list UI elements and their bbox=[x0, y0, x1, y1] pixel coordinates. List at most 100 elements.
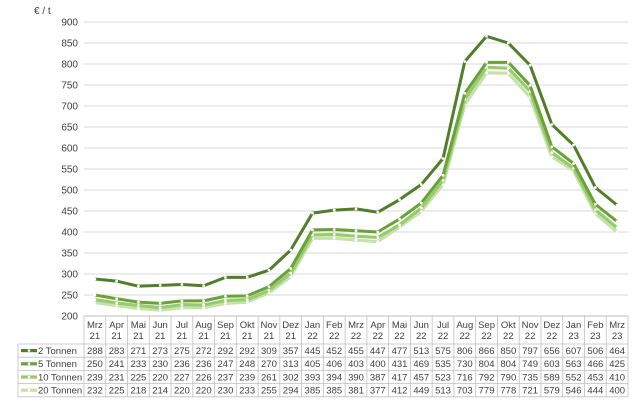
data-label: 513 bbox=[435, 386, 451, 397]
data-point bbox=[93, 301, 97, 304]
x-tick-label: 22 bbox=[438, 331, 449, 342]
data-label: 220 bbox=[196, 386, 212, 397]
data-label: 393 bbox=[305, 372, 321, 383]
legend-entry: 5 Tonnen bbox=[38, 359, 77, 370]
data-point bbox=[550, 151, 554, 155]
data-point bbox=[615, 203, 619, 207]
data-label: 230 bbox=[152, 359, 168, 370]
data-point bbox=[506, 41, 510, 45]
data-point bbox=[267, 288, 271, 292]
series-line bbox=[94, 34, 619, 288]
y-tick-label: 450 bbox=[61, 207, 78, 218]
data-point bbox=[485, 34, 488, 38]
data-label: 302 bbox=[283, 372, 299, 383]
x-tick-label: 21 bbox=[285, 331, 296, 342]
data-label: 247 bbox=[218, 359, 234, 370]
data-label: 575 bbox=[435, 346, 451, 357]
data-label: 464 bbox=[609, 346, 625, 357]
y-tick-label: 200 bbox=[61, 312, 78, 323]
data-label: 431 bbox=[392, 359, 408, 370]
x-tick-label: Jan bbox=[305, 320, 320, 331]
plot-area bbox=[93, 34, 619, 312]
data-point bbox=[615, 220, 619, 223]
data-point bbox=[376, 210, 380, 214]
y-tick-label: 900 bbox=[61, 18, 78, 29]
data-label: 579 bbox=[544, 386, 560, 397]
data-label: 394 bbox=[326, 372, 342, 383]
data-label: 273 bbox=[152, 346, 168, 357]
legend-marker bbox=[27, 349, 31, 352]
data-point bbox=[245, 298, 249, 302]
data-point bbox=[311, 228, 314, 232]
data-label: 230 bbox=[218, 386, 234, 397]
data-label: 405 bbox=[305, 359, 321, 370]
data-label: 453 bbox=[587, 372, 603, 383]
x-tick-label: 21 bbox=[177, 331, 188, 342]
data-point bbox=[202, 306, 206, 309]
data-point bbox=[180, 299, 184, 303]
y-tick-label: 300 bbox=[61, 270, 78, 281]
data-point bbox=[593, 186, 597, 189]
data-label: 236 bbox=[174, 359, 190, 370]
data-label: 850 bbox=[500, 346, 516, 357]
data-label: 792 bbox=[479, 372, 495, 383]
data-point bbox=[332, 208, 336, 212]
data-point bbox=[419, 210, 423, 213]
data-label: 255 bbox=[261, 386, 277, 397]
data-label: 406 bbox=[326, 359, 342, 370]
x-tick-label: Feb bbox=[326, 320, 342, 331]
data-point bbox=[245, 294, 249, 298]
data-label: 513 bbox=[413, 346, 429, 357]
data-point bbox=[354, 234, 358, 238]
legend-entry: 10 Tonnen bbox=[38, 372, 82, 383]
x-tick-label: 23 bbox=[612, 331, 623, 342]
data-point bbox=[506, 71, 510, 75]
data-label: 313 bbox=[283, 359, 299, 370]
data-label: 607 bbox=[566, 346, 582, 357]
data-label: 218 bbox=[130, 386, 146, 397]
data-label: 292 bbox=[239, 346, 255, 357]
x-tick-label: Sep bbox=[217, 320, 234, 331]
data-label: 237 bbox=[218, 372, 234, 383]
x-tick-label: 22 bbox=[460, 331, 471, 342]
data-label: 226 bbox=[196, 372, 212, 383]
data-label: 220 bbox=[174, 386, 190, 397]
data-label: 523 bbox=[435, 372, 451, 383]
data-label: 445 bbox=[305, 346, 321, 357]
data-label: 231 bbox=[109, 372, 125, 383]
data-point bbox=[311, 211, 314, 215]
data-point bbox=[245, 275, 249, 279]
data-point bbox=[376, 240, 380, 244]
data-point bbox=[572, 143, 575, 147]
legend-entry: 20 Tonnen bbox=[38, 386, 82, 397]
data-point bbox=[398, 223, 401, 227]
data-label: 233 bbox=[239, 386, 255, 397]
data-point bbox=[398, 198, 401, 202]
data-label: 270 bbox=[261, 359, 277, 370]
data-label: 410 bbox=[609, 372, 625, 383]
data-label: 236 bbox=[196, 359, 212, 370]
data-point bbox=[93, 298, 97, 302]
data-point bbox=[354, 238, 358, 242]
series-line bbox=[94, 65, 619, 310]
data-label: 735 bbox=[522, 372, 538, 383]
data-point bbox=[267, 285, 271, 288]
x-tick-label: 22 bbox=[329, 331, 340, 342]
data-label: 457 bbox=[413, 372, 429, 383]
data-label: 778 bbox=[500, 386, 516, 397]
data-label: 271 bbox=[130, 346, 146, 357]
data-label: 377 bbox=[370, 386, 386, 397]
series-line bbox=[94, 60, 619, 305]
data-point bbox=[158, 308, 162, 312]
data-point bbox=[593, 212, 597, 215]
data-point bbox=[419, 183, 423, 186]
data-point bbox=[137, 300, 140, 304]
data-point bbox=[332, 233, 336, 236]
x-tick-label: 22 bbox=[394, 331, 405, 342]
data-label: 603 bbox=[544, 359, 560, 370]
data-point bbox=[550, 155, 554, 159]
data-label: 506 bbox=[587, 346, 603, 357]
data-label: 283 bbox=[109, 346, 125, 357]
data-label: 703 bbox=[457, 386, 473, 397]
